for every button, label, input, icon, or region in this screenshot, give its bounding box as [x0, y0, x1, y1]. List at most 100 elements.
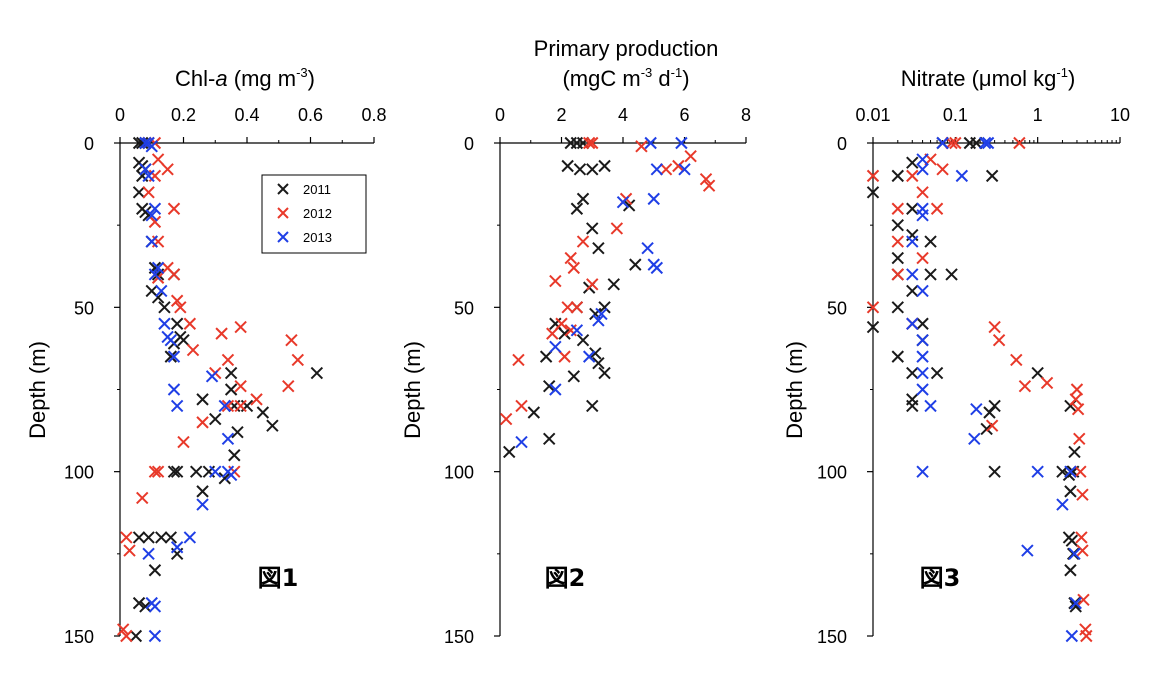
data-point-2011	[576, 333, 590, 347]
data-point-2013	[209, 465, 222, 478]
legend: 2011 2012 2013	[261, 174, 367, 254]
panel-1-yaxis-title: Depth (m)	[25, 341, 50, 439]
data-point-2012	[561, 301, 574, 314]
data-point-2011	[151, 291, 165, 304]
data-point-2011	[148, 564, 162, 577]
legend-entry-2011: 2011	[277, 182, 331, 197]
panel-1-figure-label: 図1	[258, 564, 299, 592]
data-point-2011	[924, 268, 937, 281]
panel-3-figure-label: 図3	[920, 564, 961, 592]
data-point-2012	[1076, 544, 1089, 557]
data-point-2013	[916, 163, 929, 176]
data-point-2012	[635, 140, 648, 153]
y-tick-label: 150	[444, 627, 474, 647]
data-point-2011	[970, 136, 983, 150]
data-point-2013	[981, 136, 995, 150]
data-point-2012	[1071, 403, 1085, 416]
x-tick-label: 0.8	[361, 105, 386, 125]
data-point-2011	[906, 202, 919, 215]
data-point-2011	[1064, 485, 1077, 498]
data-point-2012	[930, 202, 944, 215]
data-point-2011	[906, 399, 919, 413]
data-point-2011	[570, 202, 584, 215]
data-point-2012	[916, 251, 929, 265]
data-point-2011	[980, 422, 993, 436]
data-point-2012	[564, 251, 577, 265]
data-point-2012	[183, 317, 197, 330]
data-point-2012	[985, 419, 999, 432]
data-point-2013	[196, 498, 209, 511]
data-point-2013	[1056, 498, 1069, 511]
legend-marker-2011	[277, 183, 289, 195]
data-point-2013	[549, 340, 562, 353]
data-point-2011	[129, 629, 143, 643]
data-point-2013	[916, 209, 929, 222]
data-point-2013	[167, 383, 181, 396]
data-point-2012	[891, 235, 904, 248]
data-point-2012	[136, 491, 149, 505]
data-point-2011	[164, 350, 178, 363]
data-point-2012	[610, 222, 624, 235]
data-point-2011	[607, 278, 620, 291]
data-point-2013	[515, 435, 528, 449]
y-tick-label: 100	[64, 463, 94, 483]
data-point-2012	[949, 136, 962, 150]
data-point-2013	[148, 268, 162, 281]
legend-label-2011: 2011	[303, 182, 331, 197]
data-point-2013	[1069, 596, 1082, 610]
data-point-2011	[589, 347, 602, 360]
data-point-2013	[1064, 465, 1077, 478]
data-point-2012	[558, 350, 571, 363]
y-tick-label: 150	[64, 627, 94, 647]
data-point-2012	[586, 136, 599, 150]
data-point-2013	[145, 235, 158, 248]
data-point-2011	[503, 445, 516, 459]
data-point-2012	[866, 169, 880, 183]
data-point-2013	[1065, 629, 1079, 643]
x-tick-label: 0.2	[171, 105, 196, 125]
legend-entry-2013: 2013	[277, 230, 332, 245]
panel-3-xaxis-title: Nitrate (μmol kg-1)	[901, 65, 1076, 91]
data-point-2012	[570, 301, 584, 314]
data-point-2011	[132, 596, 146, 610]
data-point-2012	[285, 333, 298, 347]
data-point-2013	[1031, 465, 1044, 478]
y-tick-label: 0	[464, 134, 474, 154]
data-point-2011	[539, 350, 553, 363]
data-point-2011	[231, 426, 244, 439]
data-point-2013	[978, 136, 992, 150]
data-point-2011	[906, 366, 919, 380]
data-point-2011	[170, 465, 184, 478]
data-point-2011	[586, 399, 599, 413]
data-point-2012	[1074, 465, 1087, 478]
data-point-2012	[167, 268, 181, 281]
data-point-2012	[567, 261, 581, 275]
data-point-2011	[167, 465, 181, 478]
x-tick-label: 8	[741, 105, 751, 125]
y-tick-label: 0	[84, 134, 94, 154]
data-point-2011	[218, 472, 231, 485]
data-point-2013	[145, 140, 158, 153]
x-tick-label: 10	[1110, 105, 1130, 125]
data-point-2012	[282, 380, 295, 393]
data-point-2012	[891, 202, 904, 215]
data-point-2011	[228, 449, 241, 462]
data-point-2013	[906, 317, 919, 330]
data-point-2012	[116, 623, 130, 636]
data-point-2012	[215, 327, 228, 340]
data-point-2012	[291, 353, 305, 367]
data-point-2012	[234, 380, 247, 393]
panel-2-xaxis-title-line1: Primary production	[534, 36, 719, 61]
data-point-2011	[542, 432, 556, 446]
data-point-2012	[177, 435, 190, 449]
data-point-2011	[573, 163, 587, 176]
data-point-2012	[512, 353, 525, 367]
data-point-2011	[549, 317, 562, 330]
data-point-2013	[644, 136, 657, 150]
data-point-2012	[148, 215, 162, 229]
data-point-2012	[659, 163, 673, 176]
panel-nitrate: Nitrate (μmol kg-1) Depth (m) 図3	[782, 65, 1075, 592]
data-point-2013	[906, 235, 919, 248]
data-point-2013	[142, 169, 155, 183]
data-point-2011	[1068, 445, 1081, 459]
